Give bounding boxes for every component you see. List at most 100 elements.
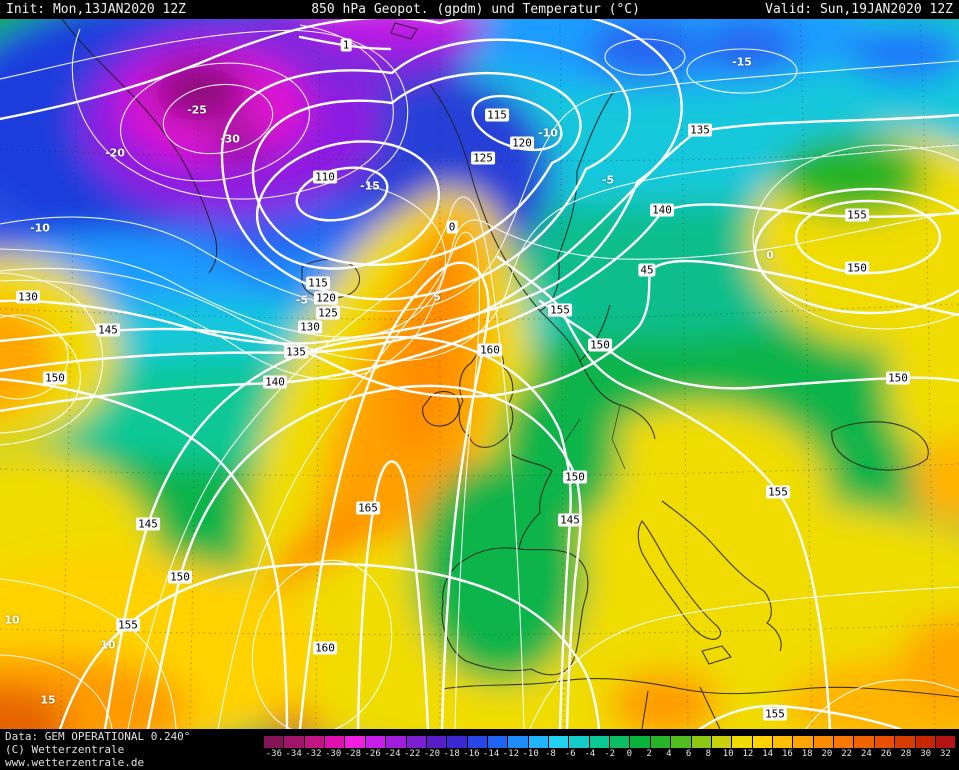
temperature-contours — [0, 24, 959, 729]
colorbar-segment — [854, 736, 875, 748]
temperature-label: -25 — [187, 103, 207, 117]
colorbar-segment — [752, 736, 773, 748]
temperature-label: 5 — [433, 290, 441, 304]
colorbar-segment — [630, 736, 651, 748]
colorbar-segment — [365, 736, 387, 748]
geopotential-label: 150 — [563, 470, 587, 484]
temperature-label: -30 — [220, 132, 240, 146]
colorbar-tick-label: -12 — [502, 749, 519, 759]
colorbar-segment — [284, 736, 305, 748]
geopotential-label: 165 — [356, 501, 380, 515]
colorbar-segment — [325, 736, 346, 748]
colorbar-tick-label: -26 — [364, 749, 381, 759]
valid-time-label: Valid: Sun,19JAN2020 12Z — [765, 2, 953, 17]
geopotential-label: 135 — [284, 345, 308, 359]
colorbar-tick-label: 0 — [626, 749, 633, 759]
colorbar-segment — [467, 736, 488, 748]
colorbar-tick-label: 30 — [920, 749, 932, 759]
colorbar-segment — [549, 736, 570, 748]
geopotential-label: 120 — [314, 291, 338, 305]
colorbar-tick-label: -34 — [285, 749, 302, 759]
colorbar-tick-label: -6 — [564, 749, 576, 759]
colorbar-segment — [264, 736, 285, 748]
geopotential-label: 155 — [116, 618, 140, 632]
colorbar-tick-label: -2 — [604, 749, 616, 759]
colorbar-segment — [487, 736, 509, 748]
colorbar-tick-label: -24 — [384, 749, 401, 759]
geopotential-label: 130 — [16, 290, 40, 304]
geopotential-label: 150 — [588, 338, 612, 352]
colorbar-tick-label: -14 — [482, 749, 500, 759]
temperature-label: -15 — [360, 179, 380, 193]
colorbar-tick-label: -16 — [463, 749, 480, 759]
colorbar-tick-label: 6 — [685, 749, 692, 759]
colorbar-tick-label: -22 — [403, 749, 421, 759]
colorbar-segment — [345, 736, 366, 748]
geopotential-label: 155 — [766, 485, 790, 499]
colorbar-tick-label: 4 — [666, 749, 672, 759]
temperature-label: -10 — [538, 126, 558, 140]
temperature-label: 15 — [40, 693, 56, 707]
colorbar-segment — [711, 736, 733, 748]
colorbar-segment — [386, 736, 407, 748]
data-source-label: Data: GEM OPERATIONAL 0.240° — [5, 730, 191, 743]
copyright-label: (C) Wetterzentrale — [5, 743, 125, 756]
colorbar-tick-label: 2 — [646, 749, 652, 759]
colorbar-segment — [732, 736, 753, 748]
temperature-label: 10 — [4, 613, 20, 627]
geopotential-label: 150 — [43, 371, 67, 385]
colorbar-tick-label: -8 — [544, 749, 556, 759]
geopotential-label: 140 — [650, 203, 674, 217]
colorbar-tick-label: 22 — [841, 749, 853, 759]
colorbar-segment — [793, 736, 814, 748]
colorbar-tick-label: 26 — [880, 749, 892, 759]
geopotential-label: 45 — [638, 263, 656, 277]
geopotential-label: 110 — [313, 170, 337, 184]
colorbar-tick-label: 20 — [821, 749, 833, 759]
colorbar-tick-label: 12 — [742, 749, 754, 759]
temperature-label: -20 — [105, 146, 125, 160]
colorbar-tick-label: 14 — [762, 749, 774, 759]
footer-bar: Data: GEM OPERATIONAL 0.240° (C) Wetterz… — [0, 729, 959, 770]
geopotential-label: 140 — [263, 375, 287, 389]
colorbar-tick-label: -18 — [443, 749, 460, 759]
temperature-label: 0 — [766, 248, 774, 262]
map-title: 850 hPa Geopot. (gpdm) und Temperatur (°… — [311, 2, 640, 17]
colorbar-tick-label: 18 — [801, 749, 813, 759]
colorbar-tick-label: -30 — [324, 749, 342, 759]
colorbar-segment — [874, 736, 896, 748]
colorbar-segment — [406, 736, 427, 748]
weather-map: 1 110 115 120 125 115 120 125 130 135 140 130 145 150… — [0, 19, 959, 729]
geopotential-label: 155 — [763, 707, 787, 721]
geopotential-label: 130 — [298, 320, 322, 334]
colorbar-tick-label: 28 — [900, 749, 912, 759]
colorbar-tick-label: 24 — [860, 749, 872, 759]
geopotential-label: 150 — [886, 371, 910, 385]
colorbar-segment — [650, 736, 672, 748]
geopotential-label: 1 — [340, 38, 352, 52]
geopotential-label: 145 — [96, 323, 120, 337]
colorbar-tick-label: -28 — [344, 749, 361, 759]
geopotential-label: 135 — [688, 123, 712, 137]
footer-credits: Data: GEM OPERATIONAL 0.240° (C) Wetterz… — [5, 730, 190, 769]
colorbar-segment — [508, 736, 529, 748]
coastlines — [61, 19, 959, 729]
colorbar-tick-label: 8 — [705, 749, 712, 759]
colorbar-segment — [772, 736, 794, 748]
colorbar-segment — [589, 736, 611, 748]
colorbar-segment — [447, 736, 468, 748]
colorbar-segment — [569, 736, 590, 748]
header-bar: Init: Mon,13JAN2020 12Z 850 hPa Geopot. … — [0, 0, 959, 19]
geopotential-label: 155 — [845, 208, 869, 222]
geopotential-label: 160 — [313, 641, 337, 655]
colorbar-tick-label: -4 — [584, 749, 596, 759]
colorbar-segment — [304, 736, 326, 748]
colorbar-segment — [895, 736, 916, 748]
colorbar-segment — [915, 736, 936, 748]
colorbar-segment — [426, 736, 448, 748]
weather-map-labels: 1 110 115 120 125 115 120 125 130 135 140 130 145 150… — [0, 19, 959, 729]
geopotential-label: 125 — [471, 151, 495, 165]
colorbar-segment — [935, 736, 956, 748]
geopotential-label: 145 — [136, 517, 160, 531]
colorbar-segment — [528, 736, 550, 748]
